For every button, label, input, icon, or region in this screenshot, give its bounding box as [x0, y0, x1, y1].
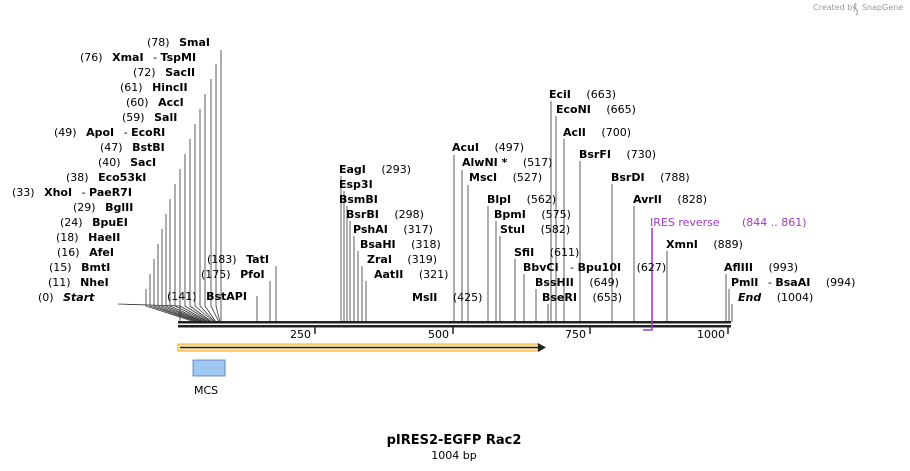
- site-sali[interactable]: (59) SalI: [122, 111, 177, 124]
- tick-250-label: 250: [290, 328, 311, 341]
- map-title: pIRES2-EGFP Rac2: [387, 433, 522, 448]
- site-pfoi[interactable]: (175) PfoI: [201, 268, 265, 281]
- site-hincii[interactable]: (61) HincII: [120, 81, 188, 94]
- site-alwni[interactable]: AlwNI * (517): [462, 156, 552, 169]
- site-end[interactable]: End (1004): [738, 291, 813, 304]
- mcs-feature[interactable]: MCS: [192, 359, 226, 397]
- site-saci[interactable]: (40) SacI: [98, 156, 156, 169]
- tick-1000-label: 1000: [697, 328, 725, 341]
- site-bsrfi[interactable]: BsrFI (730): [579, 148, 656, 161]
- site-pmli-bsaai[interactable]: PmlI - BsaAI (994): [731, 276, 855, 289]
- site-bseri[interactable]: BseRI (653): [542, 291, 622, 304]
- site-tati[interactable]: (183) TatI: [207, 253, 269, 266]
- site-aatii[interactable]: AatII (321): [374, 268, 448, 281]
- site-xhoi-paer7i[interactable]: (33) XhoI - PaeR7I: [12, 186, 132, 199]
- ires-label: IRES reverse: [650, 216, 720, 229]
- site-afei[interactable]: (16) AfeI: [57, 246, 114, 259]
- site-econi[interactable]: EcoNI (665): [556, 103, 636, 116]
- site-bsahi[interactable]: BsaHI (318): [360, 238, 441, 251]
- site-bstbi[interactable]: (47) BstBI: [100, 141, 165, 154]
- map-subtitle: 1004 bp: [431, 449, 476, 462]
- site-bglii[interactable]: (29) BglII: [73, 201, 133, 214]
- site-stui[interactable]: StuI (582): [500, 223, 570, 236]
- ires-range: (844 .. 861): [742, 216, 807, 229]
- site-xmai-tspmi[interactable]: (76) XmaI - TspMI: [80, 51, 196, 64]
- site-start[interactable]: (0) Start: [38, 291, 95, 304]
- ires-feature[interactable]: IRES reverse (844 .. 861): [643, 216, 807, 331]
- site-sfii[interactable]: SfiI (611): [514, 246, 579, 259]
- site-msci[interactable]: MscI (527): [469, 171, 542, 184]
- site-bmti[interactable]: (15) BmtI: [49, 261, 110, 274]
- snapgene-logo: [854, 2, 858, 16]
- site-bstapi[interactable]: (141) BstAPI: [167, 290, 247, 303]
- site-acci[interactable]: (60) AccI: [126, 96, 184, 109]
- site-haeii[interactable]: (18) HaeII: [56, 231, 120, 244]
- site-pshai[interactable]: PshAI (317): [353, 223, 433, 236]
- site-apoi-ecori[interactable]: (49) ApoI - EcoRI: [54, 126, 165, 139]
- site-bpmi[interactable]: BpmI (575): [494, 208, 571, 221]
- center-left-site-labels: (183) TatI (175) PfoI (141) BstAPI: [167, 253, 269, 303]
- tick-500-label: 500: [428, 328, 449, 341]
- site-bsshii[interactable]: BssHII (649): [535, 276, 619, 289]
- site-zrai[interactable]: ZraI (319): [367, 253, 437, 266]
- site-smai[interactable]: (78) SmaI: [147, 36, 210, 49]
- tick-750-label: 750: [565, 328, 586, 341]
- site-afliii[interactable]: AflIII (993): [724, 261, 798, 274]
- orf-arrow[interactable]: [177, 343, 546, 352]
- site-bpuei[interactable]: (24) BpuEI: [60, 216, 128, 229]
- left-site-labels: (78) SmaI (76) XmaI - TspMI (72) SacII (…: [12, 36, 210, 304]
- site-acui[interactable]: AcuI (497): [452, 141, 524, 154]
- site-bsrdi[interactable]: BsrDI (788): [611, 171, 690, 184]
- site-eco53ki[interactable]: (38) Eco53kI: [66, 171, 146, 184]
- site-ecii[interactable]: EciI (663): [549, 88, 616, 101]
- site-avrii[interactable]: AvrII (828): [633, 193, 707, 206]
- site-xmni[interactable]: XmnI (889): [666, 238, 743, 251]
- leader-lines: [117, 50, 733, 323]
- site-bbvci-bpu10i[interactable]: BbvCI - Bpu10I (627): [523, 261, 666, 274]
- credit-text: Created by: [813, 3, 857, 12]
- site-esp3i[interactable]: Esp3I: [339, 178, 373, 191]
- credit-brand: SnapGene: [862, 3, 903, 12]
- site-acli[interactable]: AclI (700): [563, 126, 631, 139]
- site-bsrbi[interactable]: BsrBI (298): [346, 208, 424, 221]
- site-eagi[interactable]: EagI (293): [339, 163, 411, 176]
- right-site-labels: EagI (293) Esp3I BsmBI BsrBI (298) PshAI…: [339, 88, 855, 304]
- site-nhei[interactable]: (11) NheI: [48, 276, 109, 289]
- dna-backbone: [178, 321, 731, 328]
- site-blpi[interactable]: BlpI (562): [487, 193, 556, 206]
- axis: 250 500 750 1000: [290, 327, 729, 341]
- mcs-label: MCS: [194, 384, 218, 397]
- site-bsmbi[interactable]: BsmBI: [339, 193, 378, 206]
- site-sacii[interactable]: (72) SacII: [133, 66, 195, 79]
- site-msli[interactable]: MslI (425): [412, 291, 482, 304]
